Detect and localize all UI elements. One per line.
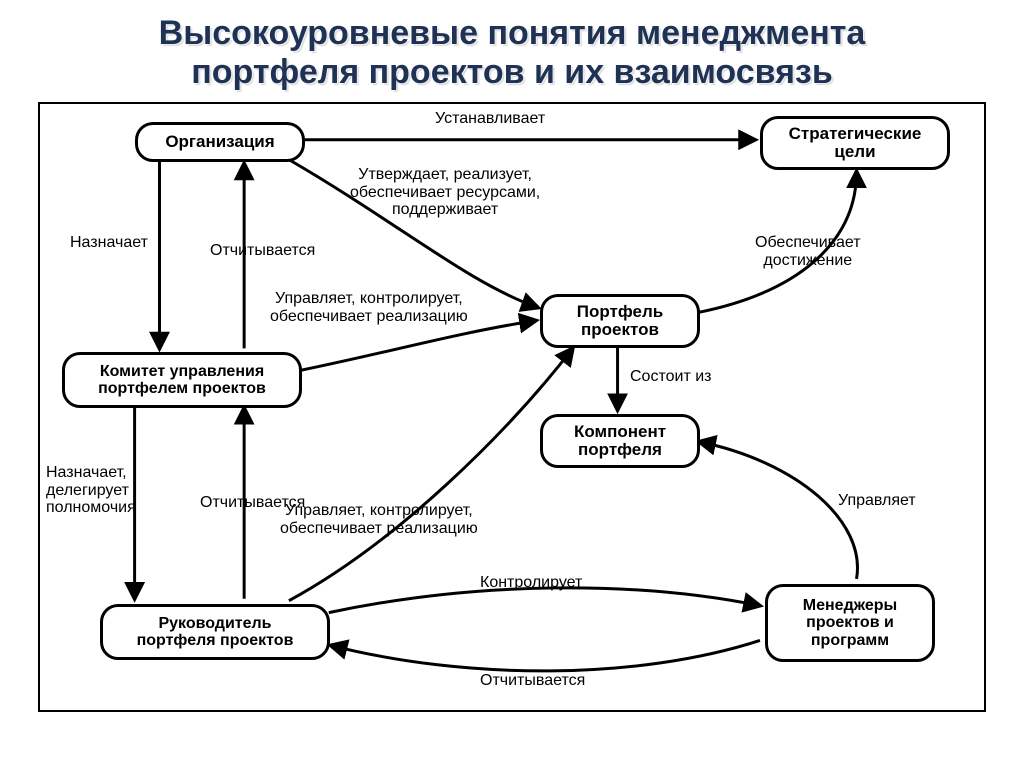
label-committee-portfolio: Управляет, контролирует, обеспечивает ре…: [270, 290, 468, 325]
node-committee: Комитет управления портфелем проектов: [62, 352, 302, 408]
label-committee-org: Отчитывается: [210, 242, 315, 260]
label-portfolio-component: Состоит из: [630, 368, 711, 386]
label-org-committee: Назначает: [70, 234, 148, 252]
label-managers-leader: Отчитывается: [480, 672, 585, 690]
label-portfolio-goals: Обеспечивает достижение: [755, 234, 861, 269]
label-leader-portfolio: Управляет, контролирует, обеспечивает ре…: [280, 502, 478, 537]
diagram-title: Высокоуровневые понятия менеджмента порт…: [0, 0, 1024, 92]
node-organization: Организация: [135, 122, 305, 162]
label-org-portfolio: Утверждает, реализует, обеспечивает ресу…: [350, 166, 540, 219]
diagram-canvas: Организация Стратегические цели Комитет …: [38, 102, 986, 712]
node-portfolio-leader: Руководитель портфеля проектов: [100, 604, 330, 660]
label-committee-leader: Назначает, делегирует полномочия: [46, 464, 136, 517]
label-leader-managers: Контролирует: [480, 574, 582, 592]
node-managers: Менеджеры проектов и программ: [765, 584, 935, 662]
node-component: Компонент портфеля: [540, 414, 700, 468]
label-org-goals: Устанавливает: [435, 110, 545, 128]
node-strategic-goals: Стратегические цели: [760, 116, 950, 170]
node-portfolio: Портфель проектов: [540, 294, 700, 348]
label-managers-component: Управляет: [838, 492, 916, 510]
